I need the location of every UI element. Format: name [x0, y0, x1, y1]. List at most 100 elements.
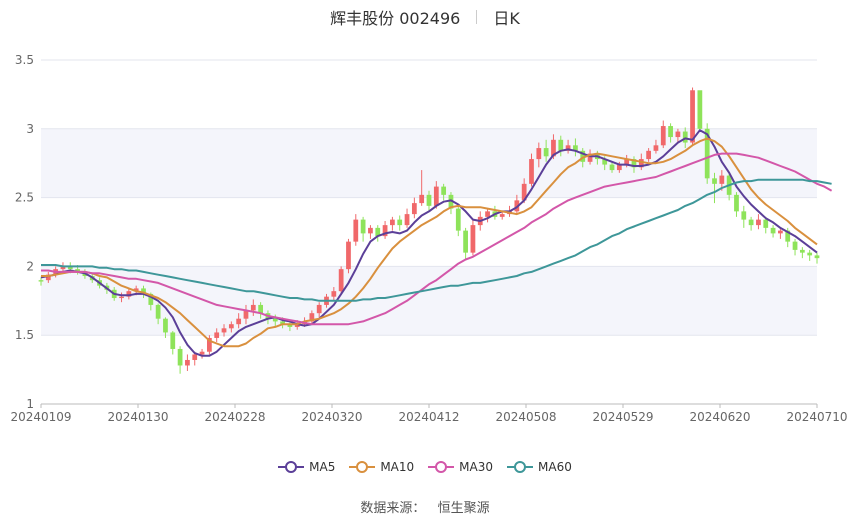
candle-body: [192, 354, 198, 360]
candle-body: [609, 164, 615, 171]
candle-body: [638, 159, 644, 168]
y-tick-label: 2.5: [15, 191, 34, 205]
candle-body: [236, 318, 242, 325]
candle-body: [536, 148, 542, 160]
candle-body: [455, 208, 461, 231]
legend-item-ma30[interactable]: MA30: [428, 460, 493, 474]
candle-body: [221, 328, 227, 333]
candle-body: [587, 153, 593, 162]
legend-dot: [435, 461, 448, 473]
candle-body: [45, 274, 51, 281]
candle-body: [331, 291, 337, 297]
chart-legend: MA5 MA10 MA30 MA60: [0, 458, 850, 476]
candle-body: [214, 332, 220, 338]
candle-body: [280, 321, 285, 325]
candle-body: [580, 150, 586, 162]
x-tick-label: 20240620: [689, 410, 750, 424]
candle-body: [551, 139, 556, 157]
x-tick-label: 20240710: [786, 410, 847, 424]
candle-body: [346, 241, 351, 270]
candle-body: [155, 304, 161, 319]
ma-line-ma30: [41, 152, 833, 326]
candle-body: [258, 304, 264, 314]
candle-body: [185, 359, 190, 366]
y-tick-label: 1: [26, 397, 34, 411]
candle-body: [404, 214, 410, 226]
candle-body: [228, 324, 234, 329]
stock-name: 辉丰股份 002496: [330, 9, 461, 28]
candle-body: [756, 219, 761, 226]
candle-body: [360, 219, 366, 234]
legend-item-ma60[interactable]: MA60: [507, 460, 572, 474]
candle-body: [67, 266, 73, 270]
candle-body: [390, 219, 395, 226]
candle-body: [631, 159, 637, 168]
candle-body: [294, 324, 300, 327]
kline-chart[interactable]: 1 1.5 2 2.5 3 3.5 20240109 20240130 20240228 2024…: [0, 0, 850, 450]
x-tick-label: 20240228: [204, 410, 265, 424]
candle-body: [470, 225, 476, 253]
candle-body: [573, 145, 578, 151]
candle-body: [463, 230, 468, 253]
candle-body: [133, 288, 139, 292]
x-tick-label: 20240109: [10, 410, 71, 424]
legend-swatch: [278, 460, 305, 474]
legend-label: MA5: [309, 460, 336, 474]
source-label: 数据来源：: [360, 501, 426, 516]
candle-body: [682, 131, 688, 143]
legend-item-ma5[interactable]: MA5: [278, 460, 335, 474]
candle-body: [778, 230, 783, 234]
candle-body: [741, 211, 747, 220]
candle-body: [426, 194, 432, 206]
candle-body: [558, 139, 564, 151]
candle-body: [543, 148, 549, 157]
candle-body: [668, 126, 673, 138]
candle-body: [529, 159, 534, 184]
candle-body: [792, 241, 798, 250]
candle-body: [419, 194, 425, 204]
candle-body: [719, 175, 725, 184]
candle-body: [690, 90, 695, 143]
candle-body: [675, 131, 681, 138]
candle-body: [126, 291, 132, 297]
candle-body: [448, 194, 454, 209]
legend-swatch: [428, 460, 455, 474]
candle-body: [704, 128, 710, 179]
legend-dot: [285, 461, 298, 473]
candle-body: [375, 227, 381, 237]
legend-dot: [356, 461, 369, 473]
ma-line-ma10: [41, 137, 818, 348]
candle-body: [734, 194, 739, 212]
legend-label: MA60: [538, 460, 572, 474]
candle-body: [206, 337, 212, 352]
candle-body: [799, 249, 805, 253]
candle-body: [287, 324, 293, 327]
candle-body: [272, 318, 278, 322]
candle-body: [814, 255, 820, 259]
legend-label: MA10: [380, 460, 415, 474]
y-tick-label: 1.5: [15, 328, 34, 342]
legend-dot: [514, 461, 527, 473]
source-value: 恒生聚源: [437, 501, 490, 516]
candle-body: [60, 266, 66, 270]
candle-body: [785, 230, 791, 242]
candle-body: [499, 214, 505, 217]
candle-body: [770, 227, 776, 234]
legend-item-ma10[interactable]: MA10: [349, 460, 414, 474]
legend-label: MA30: [459, 460, 494, 474]
candle-body: [119, 296, 124, 299]
candle-body: [38, 280, 44, 282]
candle-body: [250, 304, 256, 311]
candle-body: [646, 150, 652, 160]
candle-body: [382, 225, 388, 237]
candle-body: [338, 269, 344, 292]
candle-body: [309, 313, 315, 322]
y-tick-label: 2: [26, 259, 34, 273]
candle-body: [807, 252, 813, 256]
x-tick-label: 20240320: [301, 410, 362, 424]
candle-body: [565, 145, 571, 151]
legend-swatch: [349, 460, 376, 474]
candle-body: [697, 90, 703, 129]
candle-body: [660, 126, 666, 146]
period-label: 日K: [493, 9, 520, 28]
